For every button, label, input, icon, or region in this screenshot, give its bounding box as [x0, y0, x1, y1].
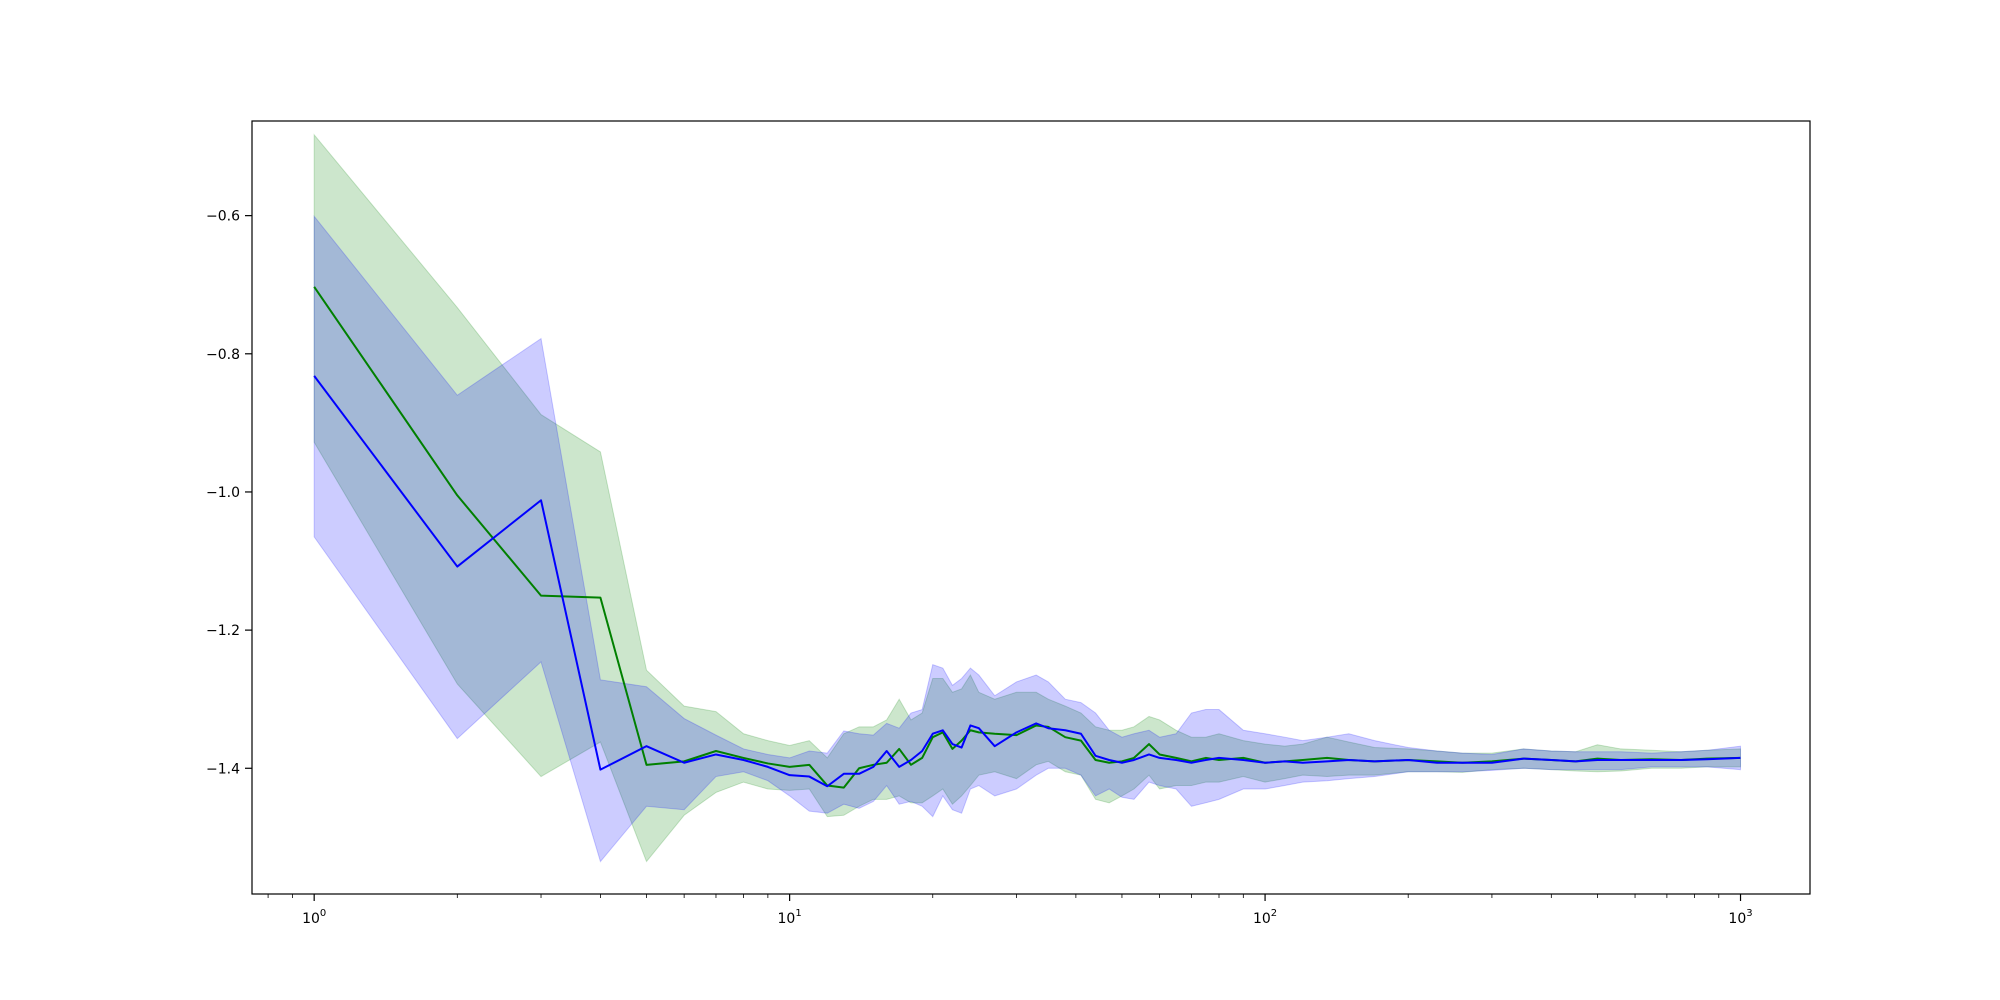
- x-axis: 100 101 102 103: [267, 894, 1753, 927]
- y-tick-label: −0.6: [206, 209, 240, 225]
- series-2-band: [313, 214, 1742, 863]
- y-tick-label: −0.8: [206, 347, 240, 363]
- y-axis: −1.4 −1.2 −1.0 −0.8 −0.6: [206, 209, 252, 777]
- y-tick-label: −1.4: [206, 761, 240, 777]
- series-2-line: [313, 375, 1741, 788]
- y-tick-label: −1.0: [206, 485, 240, 501]
- series-lines: [313, 286, 1741, 789]
- x-tick-label: 103: [1728, 908, 1752, 927]
- series-1-band: [313, 133, 1742, 863]
- x-tick-label: 102: [1253, 908, 1277, 927]
- y-tick-label: −1.2: [206, 623, 240, 639]
- x-tick-label: 101: [778, 908, 802, 927]
- x-tick-label: 100: [302, 908, 326, 927]
- confidence-bands: [313, 133, 1742, 863]
- plot-area-frame: [251, 120, 1811, 895]
